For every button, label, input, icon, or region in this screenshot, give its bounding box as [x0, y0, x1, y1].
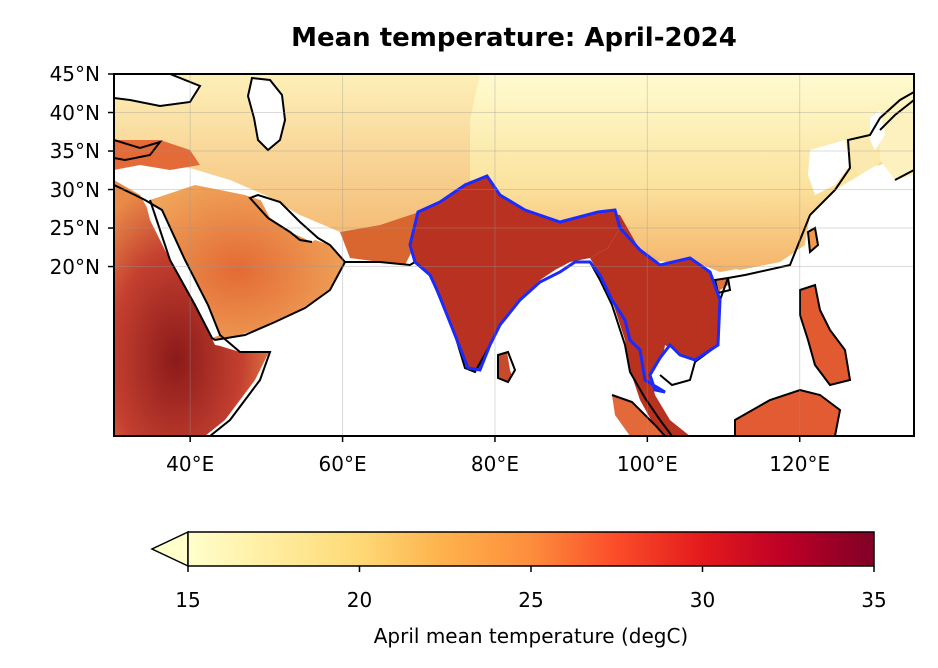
- sumatra-landmass: [612, 395, 665, 436]
- africa-landmass: [114, 180, 270, 436]
- sea-of-japan: [870, 110, 885, 150]
- colorbar-tick-label: 35: [861, 588, 887, 612]
- lat-tick-label: 45°N: [49, 62, 100, 86]
- lat-tick-label: 25°N: [49, 216, 100, 241]
- bay-of-bengal: [505, 262, 625, 400]
- korea-landmass: [848, 135, 875, 175]
- philippines-landmass: [800, 285, 850, 385]
- arabian-sea: [270, 262, 465, 436]
- lon-tick-label: 100°E: [616, 452, 678, 476]
- lat-tick-label: 40°N: [49, 100, 100, 125]
- colorbar: [150, 530, 875, 572]
- colorbar-label: April mean temperature (degC): [373, 624, 689, 648]
- lon-tick-label: 120°E: [769, 452, 831, 476]
- colorbar-gradient: [187, 531, 875, 567]
- lat-tick-label: 35°N: [49, 139, 100, 164]
- black-sea: [114, 74, 200, 106]
- colorbar-tick-label: 15: [175, 588, 201, 612]
- tick-marks: [108, 73, 801, 442]
- lon-tick-label: 60°E: [318, 452, 367, 476]
- gulf-of-thailand: [660, 345, 695, 385]
- red-sea: [145, 200, 220, 338]
- highlighted-region-outline: [408, 174, 722, 394]
- colorbar-extend-triangle: [150, 530, 189, 568]
- persian-gulf: [258, 195, 318, 242]
- lat-tick-label: 30°N: [49, 177, 100, 202]
- china-landmass: [470, 74, 914, 270]
- south-china-sea: [660, 265, 805, 436]
- colorbar-tick-label: 25: [518, 588, 544, 612]
- india-landmass: [410, 176, 620, 370]
- lon-tick-label: 40°E: [166, 452, 215, 476]
- gridlines: [114, 74, 914, 436]
- map-frame: [113, 73, 915, 437]
- southeast-asia-landmass: [590, 212, 720, 436]
- colorbar-tick-label: 20: [346, 588, 373, 612]
- yellow-sea: [808, 140, 850, 195]
- japan-landmass: [880, 100, 914, 180]
- colorbar-tick-label: 30: [689, 588, 716, 612]
- lat-tick-label: 20°N: [49, 254, 100, 279]
- lon-tick-label: 80°E: [470, 452, 519, 476]
- map-title: Mean temperature: April-2024: [291, 23, 737, 53]
- borneo-landmass: [735, 390, 840, 436]
- colorbar-ticks: [187, 566, 875, 572]
